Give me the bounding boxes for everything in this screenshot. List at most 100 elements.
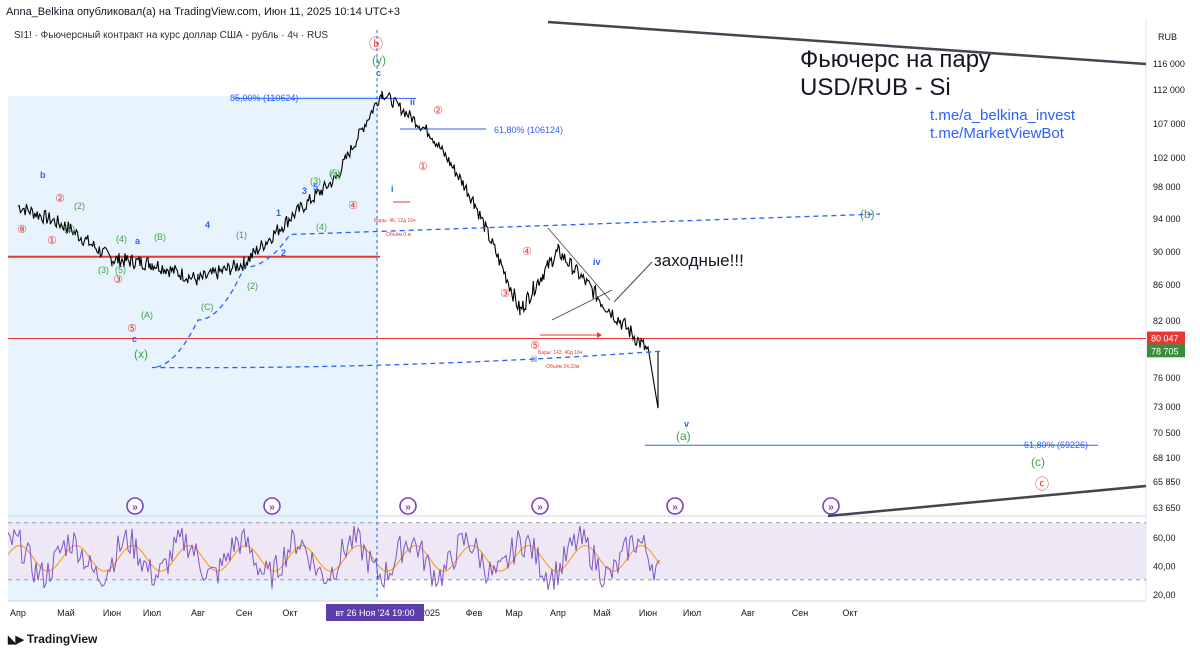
rsi-tick-label: 20,00	[1153, 590, 1176, 600]
time-tick-label: Апр	[550, 608, 566, 618]
time-tick-label: Апр	[10, 608, 26, 618]
wave-label: 4	[205, 220, 210, 230]
price-tick-label: 116 000	[1153, 59, 1185, 69]
rsi-tick-label: 60,00	[1153, 533, 1176, 543]
price-axis: 116 000 112 000 107 000 102 000 98 000 94 000…	[1147, 32, 1186, 513]
time-tick-label: Окт	[282, 608, 297, 618]
last-price-badge	[1147, 344, 1185, 358]
circled-wave-label: ②	[433, 105, 443, 117]
time-tick-label: Мар	[505, 608, 523, 618]
price-tick-label: 98 000	[1153, 182, 1181, 192]
price-tick-label: 70 500	[1153, 428, 1181, 438]
circled-wave-label: ⓒ	[1035, 476, 1049, 492]
idea-marker-arrow: »	[269, 502, 275, 513]
upper-trend-line	[547, 20, 1147, 66]
circled-wave-label: ⑧	[17, 224, 27, 236]
wave-label: 2	[281, 248, 286, 258]
time-tick-label: Авг	[741, 608, 756, 618]
time-tick-label: Июл	[143, 608, 161, 618]
price-line	[17, 90, 659, 409]
idea-marker-icon[interactable]: »	[822, 497, 840, 515]
highlight-region	[8, 96, 378, 516]
wave-label: (1)	[236, 230, 247, 240]
price-tick-label: 65 850	[1153, 477, 1181, 487]
lower-trend-line	[827, 484, 1147, 518]
idea-marker-arrow: »	[828, 502, 834, 513]
wedge-line-upper	[547, 227, 611, 301]
idea-marker-arrow: »	[672, 502, 678, 513]
wave-label: (1)	[64, 224, 75, 234]
price-tick-label: 73 000	[1153, 402, 1181, 412]
wave-label: (x)	[134, 347, 148, 361]
wave-label: (4)	[116, 234, 127, 244]
wave-label: (2)	[247, 281, 258, 291]
bars-note-1: Бары: 46, 12д 16ч	[374, 218, 416, 224]
idea-marker-circle	[666, 497, 684, 515]
idea-marker-icon[interactable]: »	[126, 497, 144, 515]
entry-arrow	[613, 261, 653, 303]
wave-label: c	[376, 68, 381, 78]
wave-label: (c)	[1031, 455, 1045, 469]
time-tick-label: Июн	[639, 608, 657, 618]
red-level-badge	[1147, 331, 1185, 345]
time-tick-label: Окт	[842, 608, 857, 618]
wave-label: iv	[593, 257, 601, 267]
wave-label: (3)	[98, 265, 109, 275]
circled-wave-label: ③	[113, 274, 123, 286]
selected-date-badge	[326, 604, 424, 621]
idea-marker-circle	[126, 497, 144, 515]
price-tick-label: 90 000	[1153, 247, 1181, 257]
idea-title-line2: USD/RUB - Si	[800, 74, 951, 101]
last-price: 78 705	[1151, 346, 1179, 356]
idea-marker-arrow: »	[132, 502, 138, 513]
wave-label: a	[135, 236, 141, 246]
rsi-tick-label: 40,00	[1153, 562, 1176, 572]
time-tick-label: Июл	[683, 608, 701, 618]
wave-label: (y)	[372, 53, 386, 67]
idea-marker-icon[interactable]: »	[399, 497, 417, 515]
price-tick-label: 86 000	[1153, 280, 1181, 290]
time-tick-label: Май	[57, 608, 75, 618]
idea-marker-circle	[263, 497, 281, 515]
rsi-pane: 60,00 40,00 20,00	[7, 522, 1176, 600]
currency-label: RUB	[1158, 32, 1177, 42]
rsi-ma-line	[7, 545, 661, 572]
circled-wave-label: ①	[47, 235, 57, 247]
circled-wave-label: ①	[418, 161, 428, 173]
wedge-line-lower	[551, 289, 613, 321]
idea-marker-circle	[822, 497, 840, 515]
wave-label: 5	[313, 182, 318, 192]
rsi-line	[7, 525, 661, 590]
fib-618-upper-label: 61,80% (106124)	[494, 125, 563, 135]
time-axis: Апр Май Июн Июл Авг Сен Окт 2025 Фев Мар Апр Май Июн…	[10, 604, 858, 621]
idea-marker-icon[interactable]: »	[666, 497, 684, 515]
wave-label: i	[391, 184, 394, 194]
wave-label: (A)	[141, 310, 153, 320]
wave-label: iii	[531, 354, 537, 364]
price-tick-label: 76 000	[1153, 373, 1181, 383]
idea-marker-icon[interactable]: »	[531, 497, 549, 515]
idea-marker-icon[interactable]: »	[263, 497, 281, 515]
tradingview-logo[interactable]: ◣▶ TradingView	[8, 632, 97, 646]
wave-label: v	[684, 419, 689, 429]
wave-label: c	[132, 334, 137, 344]
logo-text: TradingView	[26, 632, 98, 646]
symbol-line: SI1! · Фьючерсный контракт на курс долла…	[14, 30, 329, 41]
fib-618-lower-label: 61,80% (69226)	[1024, 440, 1088, 450]
wave-label: 1	[276, 208, 281, 218]
wave-label: ii	[410, 97, 415, 107]
wave-label: (4)	[316, 222, 327, 232]
wave-label: (3)	[310, 176, 321, 186]
measure-arrow-head	[597, 332, 602, 338]
wave-label: (5)	[329, 168, 340, 178]
time-tick-label: Фев	[466, 608, 483, 618]
circled-wave-label: ⑤	[127, 323, 137, 335]
wave-label: (a)	[676, 429, 691, 443]
circled-wave-label: ③	[500, 288, 510, 300]
time-tick-label: 2025	[420, 608, 440, 618]
wave-label: (b)	[860, 207, 875, 221]
idea-marker-circle	[531, 497, 549, 515]
idea-title-line1: Фьючерс на пару	[800, 46, 991, 73]
idea-markers[interactable]: » » » » » »	[126, 497, 840, 515]
